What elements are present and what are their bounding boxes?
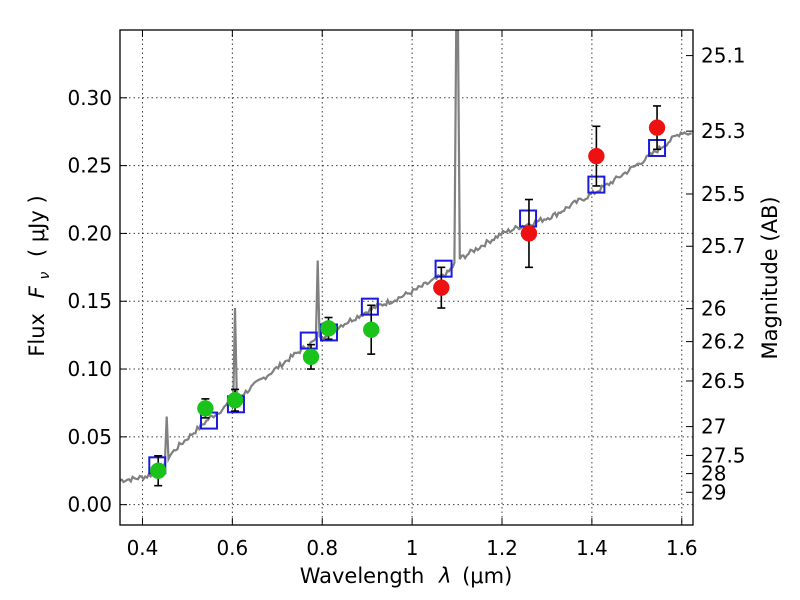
x-tick-label: 0.8 [306, 536, 338, 560]
x-tick-label: 0.6 [216, 536, 248, 560]
x-axis-label-prefix: Wavelength [300, 564, 425, 588]
y-tick-label: 0.15 [67, 289, 112, 313]
x-axis-label-unit: (μm) [462, 564, 512, 588]
y-axis-label-sub: ν [37, 272, 53, 280]
y-axis-label: Flux F ν ( μJy ) [25, 195, 54, 356]
magnitude-tick-label: 26.2 [701, 330, 746, 354]
observed-flux-point [520, 225, 538, 242]
axis-ticks: 0.4 0.6 0.8 1 1.2 1.4 1.6 0.00 0.05 0.10 0.15 0.20 0… [67, 30, 746, 560]
magnitude-tick-label: 25.1 [701, 44, 746, 68]
magnitude-tick-label: 26 [701, 297, 726, 321]
y-tick-label: 0.00 [67, 493, 112, 517]
magnitude-tick-label: 27.5 [701, 443, 746, 467]
y-tick-label: 0.25 [67, 154, 112, 178]
grid-lines [120, 30, 693, 525]
magnitude-tick-label: 29 [701, 480, 726, 504]
plot-area [120, 30, 692, 487]
observed-flux-point [320, 320, 337, 337]
x-axis-label: Wavelength λ (μm) [300, 564, 513, 588]
y-axis-label-prefix: Flux [25, 313, 49, 357]
y-tick-label: 0.30 [67, 86, 112, 110]
observed-flux-point [433, 279, 450, 296]
y-axis-label-var: F [25, 285, 49, 298]
observed-flux-point [302, 348, 320, 366]
x-tick-label: 1 [406, 536, 419, 560]
magnitude-tick-label: 28 [701, 462, 726, 486]
magnitude-axis-label: Magnitude (AB) [758, 196, 782, 359]
observed-flux-point [588, 147, 605, 165]
x-tick-label: 0.4 [127, 536, 159, 560]
x-axis-label-var: λ [438, 564, 451, 588]
observed-flux-point [648, 119, 666, 136]
y-tick-label: 0.10 [67, 357, 112, 381]
magnitude-tick-label: 25.3 [701, 119, 746, 143]
model-photometry-square [299, 331, 318, 350]
magnitude-tick-label: 27 [701, 415, 726, 439]
y-axis-label-unit: ( μJy ) [25, 195, 49, 257]
plot-frame [119, 29, 694, 526]
y-tick-label: 0.20 [67, 221, 112, 245]
observed-flux-point [149, 462, 167, 480]
magnitude-tick-label: 26.5 [701, 369, 746, 393]
x-tick-label: 1.6 [666, 536, 698, 560]
y-tick-label: 0.05 [67, 425, 112, 449]
observed-flux-point [362, 321, 380, 338]
x-tick-label: 1.4 [576, 536, 608, 560]
magnitude-tick-label: 25.5 [701, 182, 746, 206]
model-photometry-square [360, 297, 379, 316]
magnitude-tick-label: 25.7 [701, 234, 746, 258]
observed-flux-point [197, 400, 214, 417]
observed-flux-point [226, 391, 244, 409]
model-photometry-square [434, 259, 453, 278]
x-tick-label: 1.2 [486, 536, 518, 560]
